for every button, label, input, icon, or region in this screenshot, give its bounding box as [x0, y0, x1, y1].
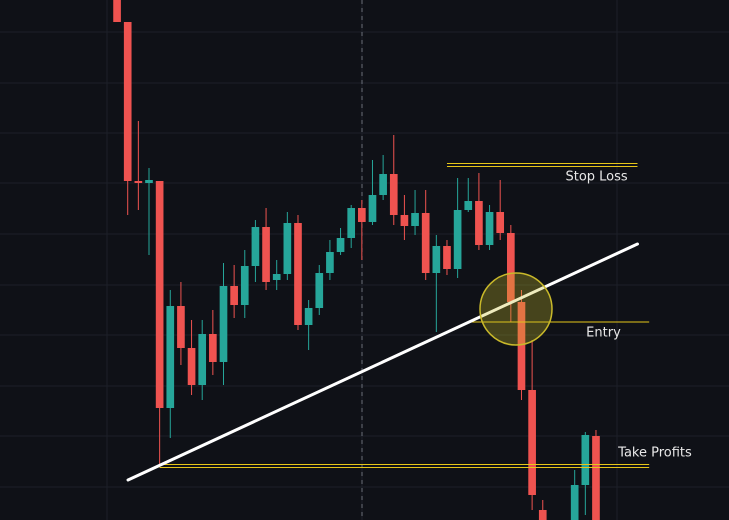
- candle-body: [294, 223, 302, 325]
- candle-body: [336, 238, 345, 252]
- candle-body: [453, 210, 462, 269]
- level-label: Stop Loss: [565, 170, 627, 185]
- candle-body: [304, 308, 313, 325]
- candle-body: [389, 174, 398, 215]
- candle-body: [177, 306, 185, 348]
- level-label: Entry: [586, 326, 621, 341]
- candle-body: [443, 246, 451, 269]
- candle-body: [209, 334, 217, 362]
- candle-body: [123, 22, 132, 181]
- candle-body: [251, 227, 260, 266]
- candle-body: [262, 227, 270, 282]
- candle-body: [464, 201, 473, 210]
- candle-body: [421, 213, 430, 273]
- candle-body: [592, 436, 600, 520]
- candle-body: [400, 215, 409, 226]
- plot: [113, 0, 650, 520]
- candle-body: [581, 435, 590, 485]
- candle-body: [326, 252, 334, 273]
- candle-body: [528, 390, 536, 495]
- candle-body: [134, 181, 143, 183]
- candle-body: [507, 233, 515, 302]
- candle-body: [496, 212, 505, 233]
- candle-body: [166, 306, 175, 408]
- trendline: [126, 242, 639, 482]
- candle-body: [113, 0, 121, 22]
- candle-body: [145, 180, 153, 183]
- candle-body: [315, 273, 324, 308]
- candle-body: [570, 485, 579, 520]
- candle-body: [517, 302, 526, 390]
- candle-body: [432, 246, 441, 273]
- candle-body: [155, 181, 164, 408]
- candle-body: [538, 510, 547, 520]
- candle-body: [230, 286, 238, 305]
- candle-body: [475, 201, 483, 245]
- candle-body: [368, 195, 377, 222]
- candle-body: [272, 274, 281, 280]
- candle-body: [358, 208, 366, 222]
- candle-body: [198, 334, 207, 385]
- candle-body: [219, 286, 228, 362]
- candle-body: [347, 208, 356, 238]
- candle-body: [485, 212, 494, 245]
- entry-highlight: [479, 272, 553, 346]
- candle-body: [379, 174, 387, 195]
- candle-body: [187, 348, 196, 385]
- candle-body: [283, 223, 292, 274]
- candle-body: [240, 266, 249, 305]
- candle-body: [411, 213, 419, 226]
- level-label: Take Profits: [617, 446, 692, 461]
